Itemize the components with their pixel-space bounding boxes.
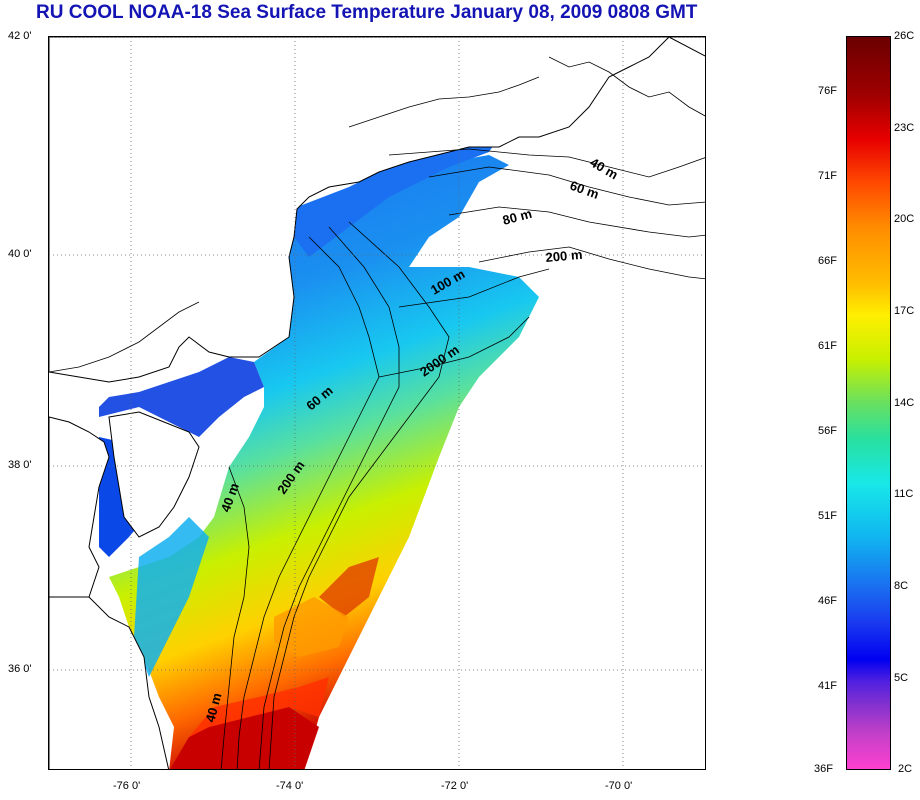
sst-nj-shelf [294, 137, 499, 257]
colorbar-c-label: 17C [894, 305, 915, 317]
land-northeast [49, 37, 705, 383]
lat-tick-42: 42 0' [8, 30, 32, 42]
sst-swath [99, 137, 539, 769]
colorbar-f-label: 51F [818, 510, 837, 522]
colorbar-f-label: 71F [818, 170, 837, 182]
lat-tick-40: 40 0' [8, 248, 32, 260]
colorbar-f-label: 66F [818, 255, 837, 267]
lon-tick-70: -70 0' [605, 780, 633, 792]
colorbar-f-label: 61F [818, 340, 837, 352]
land-delmarva-peninsula [108, 411, 200, 538]
sst-map[interactable]: 40 m 60 m 80 m 200 m 100 m 2000 m 60 m 2… [48, 36, 706, 770]
lat-tick-38: 38 0' [8, 459, 32, 471]
colorbar-c-label: 2C [898, 763, 913, 775]
sst-warm-band [274, 597, 349, 657]
coastline [49, 37, 705, 769]
colorbar-c-label: 14C [894, 397, 915, 409]
lat-tick-36: 36 0' [8, 663, 32, 675]
colorbar-c-label: 5C [894, 672, 909, 684]
colorbar-c-label: 20C [894, 213, 915, 225]
contour-label: 80 m [501, 206, 534, 228]
sst-warm-eddy [319, 557, 379, 617]
temperature-colorbar [846, 36, 891, 770]
colorbar-f-label: 36F [814, 763, 833, 775]
colorbar-f-label: 76F [818, 85, 837, 97]
lon-tick-72: -72 0' [441, 780, 469, 792]
contour-label: 40 m [588, 155, 621, 183]
sst-bay-cold [99, 357, 264, 437]
colorbar-c-label: 11C [894, 488, 914, 500]
sst-swath-main [109, 155, 539, 769]
sst-inner-shelf [134, 517, 209, 677]
contour-label: 60 m [568, 178, 601, 202]
bathymetry-contours [220, 148, 705, 769]
colorbar-c-label: 8C [894, 580, 909, 592]
contour-label: 200 m [545, 247, 583, 265]
sst-gulfstream-core [170, 707, 319, 769]
lon-tick-76: -76 0' [113, 780, 141, 792]
lon-tick-74: -74 0' [276, 780, 304, 792]
map-title: RU COOL NOAA-18 Sea Surface Temperature … [36, 2, 698, 23]
land-nc [49, 596, 170, 769]
contour-label: 40 m [202, 691, 224, 724]
sst-gulfstream-edge [189, 677, 329, 737]
sst-map-canvas: 40 m 60 m 80 m 200 m 100 m 2000 m 60 m 2… [49, 37, 705, 769]
colorbar-f-label: 56F [818, 425, 837, 437]
colorbar-c-label: 23C [894, 122, 915, 134]
colorbar-c-label: 26C [894, 30, 915, 42]
colorbar-f-label: 46F [818, 595, 837, 607]
lat-lon-grid [49, 37, 705, 769]
colorbar-f-label: 41F [818, 680, 837, 692]
